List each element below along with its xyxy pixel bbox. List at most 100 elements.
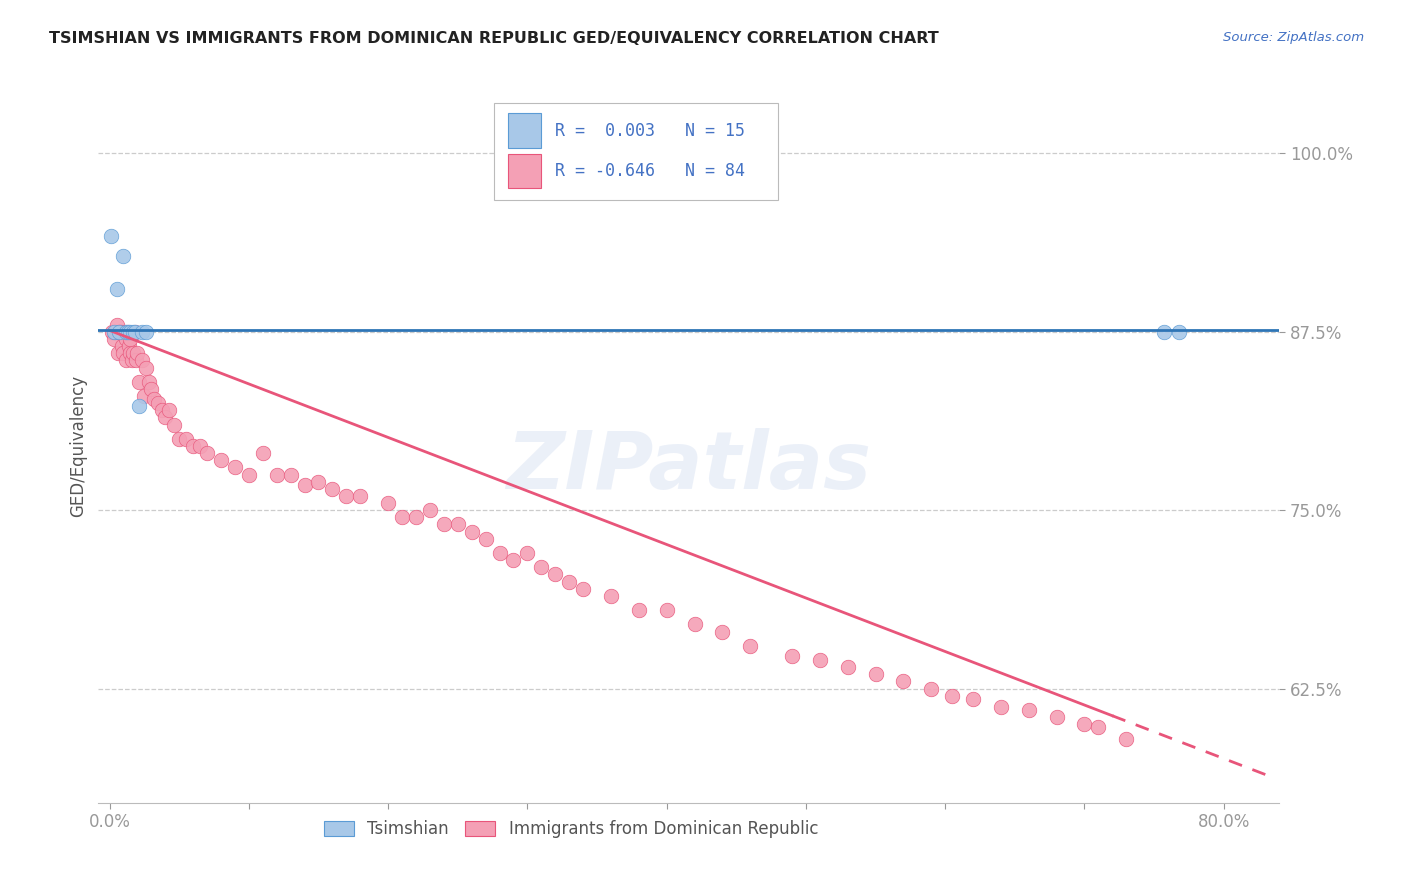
Point [115,332,138,346]
Text: R = -0.646   N = 84: R = -0.646 N = 84 [555,162,745,180]
Point [143,392,166,406]
Point [121,353,143,368]
Point [865,667,887,681]
Point [224,460,246,475]
Point [502,553,524,567]
Point [128,399,150,413]
Text: ZIPatlas: ZIPatlas [506,428,872,507]
Point [600,589,623,603]
Point [167,432,190,446]
Point [155,410,177,425]
Point [740,639,762,653]
Point [558,574,581,589]
FancyBboxPatch shape [508,154,541,188]
Legend: Tsimshian, Immigrants from Dominican Republic: Tsimshian, Immigrants from Dominican Rep… [316,814,825,845]
Point [990,700,1012,714]
Point [124,325,146,339]
Point [1115,731,1137,746]
Point [131,325,153,339]
Point [104,325,127,339]
Point [111,339,134,353]
Point [280,467,302,482]
Point [920,681,942,696]
Point [141,382,163,396]
Point [335,489,357,503]
Point [516,546,538,560]
Point [134,389,156,403]
Point [1153,325,1175,339]
Point [195,446,218,460]
Point [447,517,470,532]
Point [128,375,150,389]
FancyBboxPatch shape [494,103,778,200]
Point [893,674,915,689]
Point [837,660,859,674]
Point [181,439,204,453]
Point [110,325,132,339]
Text: TSIMSHIAN VS IMMIGRANTS FROM DOMINICAN REPUBLIC GED/EQUIVALENCY CORRELATION CHAR: TSIMSHIAN VS IMMIGRANTS FROM DOMINICAN R… [49,31,939,46]
Point [188,439,211,453]
Point [530,560,553,574]
Point [159,403,181,417]
Text: R =  0.003   N = 15: R = 0.003 N = 15 [555,121,745,139]
Point [474,532,496,546]
Point [112,346,135,360]
Point [266,467,288,482]
Y-axis label: GED/Equivalency: GED/Equivalency [69,375,87,517]
Point [117,325,139,339]
Point [1046,710,1069,724]
Point [572,582,595,596]
Point [108,325,131,339]
Point [308,475,330,489]
Point [1168,325,1191,339]
Point [391,510,413,524]
Point [148,396,170,410]
Point [162,417,184,432]
Point [105,318,128,332]
Point [460,524,482,539]
Point [209,453,232,467]
Point [135,325,157,339]
Point [138,375,160,389]
Point [127,346,149,360]
Point [115,325,138,339]
Point [108,325,131,339]
Point [122,346,145,360]
Point [238,467,260,482]
Point [419,503,441,517]
Point [405,510,427,524]
Point [808,653,831,667]
Text: Source: ZipAtlas.com: Source: ZipAtlas.com [1223,31,1364,45]
Point [252,446,274,460]
Point [1018,703,1040,717]
Point [294,477,316,491]
Point [962,691,984,706]
Point [124,325,146,339]
Point [152,403,174,417]
Point [544,567,567,582]
Point [103,332,125,346]
Point [780,648,803,663]
FancyBboxPatch shape [508,113,541,148]
Point [683,617,706,632]
Point [174,432,197,446]
Point [433,517,456,532]
Point [711,624,734,639]
Point [120,332,142,346]
Point [122,325,145,339]
Point [118,339,141,353]
Point [377,496,399,510]
Point [941,689,963,703]
Point [488,546,510,560]
Point [349,489,371,503]
Point [120,325,142,339]
Point [117,325,139,339]
Point [103,325,125,339]
Point [135,360,157,375]
Point [321,482,343,496]
Point [115,353,138,368]
Point [100,229,122,244]
Point [125,353,148,368]
Point [120,346,142,360]
Point [627,603,650,617]
